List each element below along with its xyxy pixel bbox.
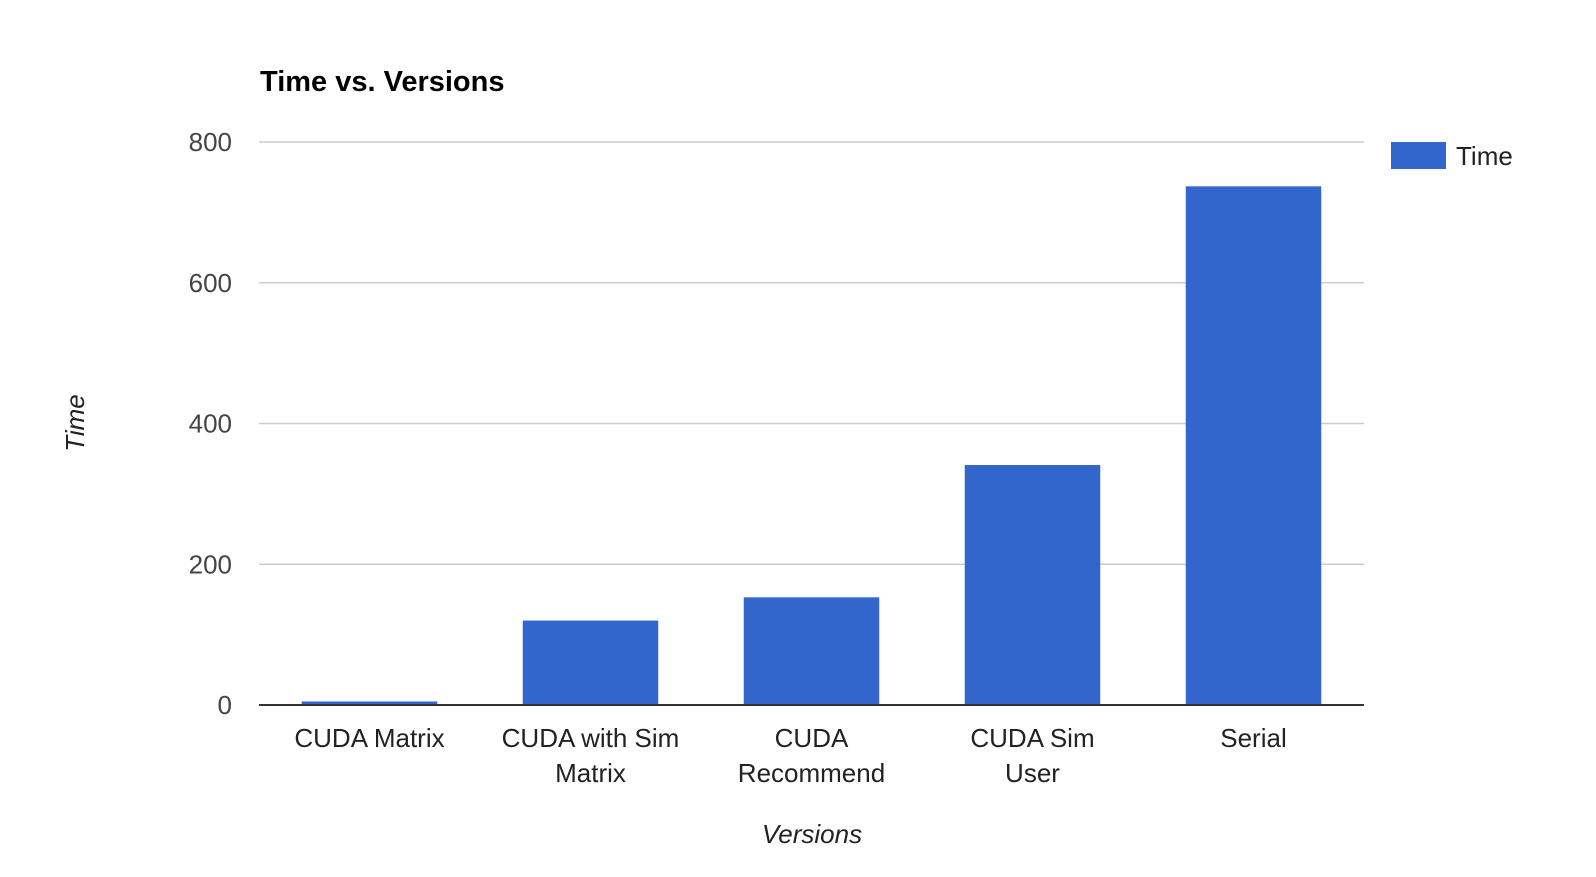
chart-title: Time vs. Versions xyxy=(260,66,505,98)
legend-swatch xyxy=(1391,142,1446,169)
bar xyxy=(301,701,438,705)
x-tick-label: CUDA Sim User xyxy=(970,723,1094,788)
x-axis-title: Versions xyxy=(762,819,862,849)
bars xyxy=(301,186,1322,705)
y-axis-title: Time xyxy=(60,394,90,452)
x-axis-tick-labels: CUDA Matrix CUDA with Sim Matrix CUDA Recomm… xyxy=(294,723,1286,788)
y-tick-label: 0 xyxy=(218,690,232,720)
gridlines xyxy=(259,141,1364,565)
legend-label: Time xyxy=(1456,141,1513,171)
x-tick-label: CUDA Recommend xyxy=(738,723,885,788)
bar xyxy=(1185,186,1322,705)
y-tick-label: 200 xyxy=(189,549,232,579)
legend: Time xyxy=(1391,141,1513,171)
x-tick-label: Serial xyxy=(1220,723,1286,753)
bar xyxy=(522,620,659,705)
y-tick-label: 400 xyxy=(189,409,232,439)
y-tick-label: 600 xyxy=(189,268,232,298)
bar xyxy=(743,597,880,705)
bar xyxy=(964,465,1101,705)
x-tick-label: CUDA Matrix xyxy=(294,723,444,753)
y-axis-tick-labels: 0 200 400 600 800 xyxy=(189,127,232,720)
x-tick-label: CUDA with Sim Matrix xyxy=(502,723,680,788)
y-tick-label: 800 xyxy=(189,127,232,157)
